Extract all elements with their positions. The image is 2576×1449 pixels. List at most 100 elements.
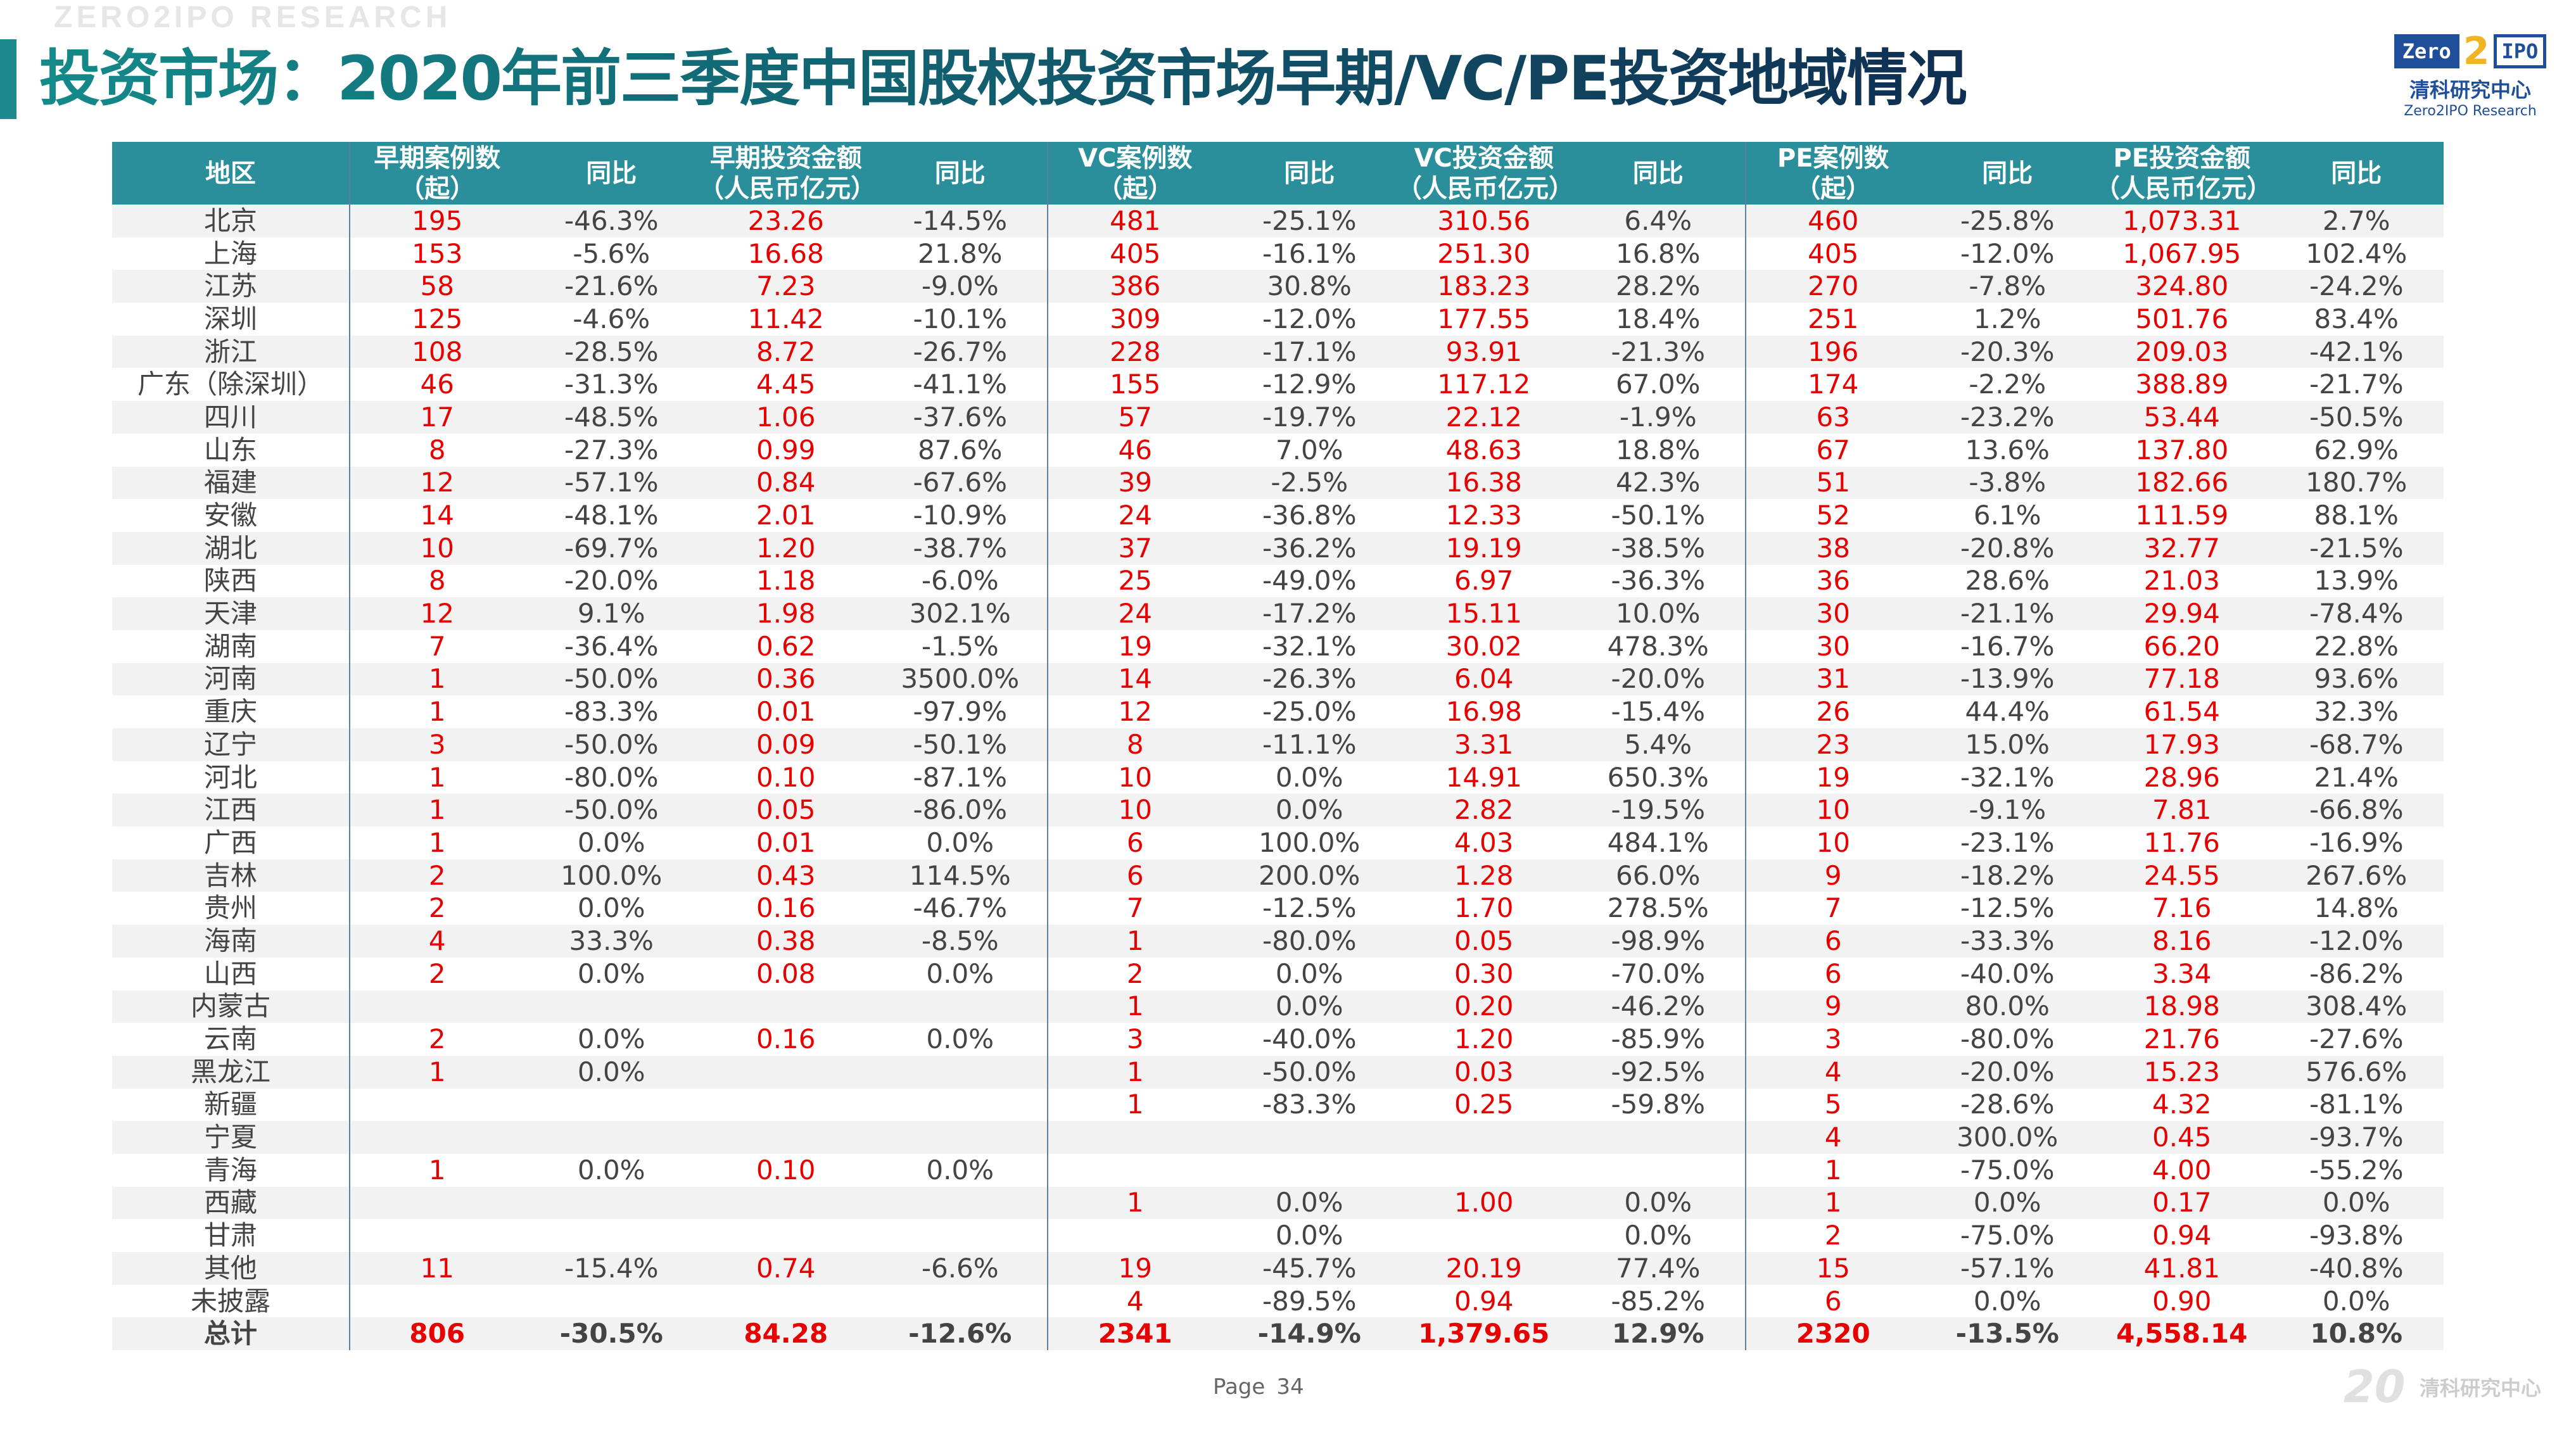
value-cell: 17.93 [2095, 728, 2269, 761]
value-cell: 4 [1745, 1055, 1920, 1089]
value-cell: -81.1% [2309, 1089, 2404, 1120]
value-cell: -89.5% [1262, 1285, 1357, 1317]
value-cell: -4.6% [573, 303, 650, 334]
value-cell: 6 [1745, 957, 1920, 990]
value-cell: 196 [1745, 335, 1920, 369]
value-cell: -55.2% [2309, 1154, 2404, 1186]
value-cell: 501.76 [2135, 303, 2229, 334]
value-cell [1397, 1121, 1571, 1154]
value-cell: 7.16 [2152, 892, 2212, 924]
value-cell: -17.2% [1222, 597, 1397, 630]
value-cell: -19.5% [1571, 794, 1746, 827]
region-cell: 海南 [112, 925, 350, 958]
value-cell: -25.0% [1262, 696, 1357, 728]
value-cell [524, 1089, 699, 1122]
value-cell: -6.6% [873, 1252, 1048, 1285]
value-cell: -20.0% [564, 565, 659, 597]
value-cell: 0.10 [756, 761, 816, 793]
zero2ipo-logo: Zero 2 IPO 清科研究中心 Zero2IPO Research [2369, 29, 2572, 120]
value-cell: -37.6% [873, 401, 1048, 434]
value-cell: -78.4% [2269, 597, 2444, 630]
value-cell: 0.0% [1275, 761, 1343, 793]
value-cell: -36.4% [564, 630, 659, 662]
value-cell: -50.1% [1611, 500, 1706, 531]
value-cell: 21.8% [918, 237, 1003, 269]
value-cell: 7 [1047, 892, 1222, 925]
value-cell: -6.0% [921, 565, 999, 597]
value-cell: -25.1% [1222, 205, 1397, 237]
value-cell: 0.0% [577, 1023, 645, 1055]
value-cell: 30.02 [1445, 630, 1522, 662]
value-cell [1222, 1154, 1397, 1187]
table-row: 四川 17 -48.5% 1.06 -37.6% 57 -19.7% 22.12 -1.9% 63… [112, 401, 2444, 434]
value-cell: -80.0% [1222, 925, 1397, 958]
value-cell: 183.23 [1397, 270, 1571, 303]
value-cell: 12 [349, 597, 524, 630]
value-cell [1571, 1121, 1746, 1154]
value-cell: 0.09 [699, 728, 873, 761]
value-cell: 25 [1047, 564, 1222, 598]
value-cell [699, 1089, 873, 1122]
value-cell: 0.0% [1624, 1220, 1692, 1251]
value-cell: -12.6% [873, 1317, 1048, 1351]
value-cell: 117.12 [1437, 369, 1531, 400]
value-cell: 10 [1745, 794, 1920, 827]
value-cell [873, 990, 1048, 1023]
value-cell: 0.16 [756, 892, 816, 924]
value-cell: 6 [1047, 826, 1222, 859]
value-cell: 84.28 [699, 1317, 873, 1351]
value-cell: 0.0% [926, 958, 994, 989]
column-header: 同比 [1222, 142, 1397, 205]
region-cell: 新疆 [203, 1089, 257, 1120]
region-cell: 总计 [112, 1317, 350, 1351]
value-cell: -41.1% [913, 369, 1008, 400]
value-cell: 0.84 [699, 466, 873, 500]
value-cell: -85.9% [1611, 1023, 1706, 1055]
table-header-row: 地区 早期案例数（起） 同比 早期投资金额（人民币亿元） 同比 VC案例数（起） 同比 VC投… [112, 142, 2444, 205]
value-cell: -36.8% [1262, 500, 1357, 531]
value-cell: 4.03 [1454, 826, 1514, 858]
region-cell: 江西 [112, 794, 350, 827]
value-cell: 0.0% [926, 1023, 994, 1055]
value-cell: -12.5% [1960, 892, 2055, 924]
region-investment-table: 地区 早期案例数（起） 同比 早期投资金额（人民币亿元） 同比 VC案例数（起） 同比 VC投… [112, 142, 2444, 1351]
region-cell: 浙江 [112, 335, 350, 369]
value-cell: -2.5% [1222, 466, 1397, 500]
table-row: 上海 153 -5.6% 16.68 21.8% 405 -16.1% 251.30 16.8%… [112, 237, 2444, 270]
value-cell: 0.0% [2269, 1186, 2444, 1220]
value-cell: 31 [1745, 662, 1920, 696]
value-cell: -48.1% [564, 500, 659, 531]
value-cell: 386 [1047, 270, 1222, 303]
value-cell: 114.5% [873, 859, 1048, 892]
region-cell: 青海 [203, 1154, 257, 1186]
value-cell: 6 [1745, 1284, 1920, 1318]
value-cell: 0.17 [2095, 1186, 2269, 1220]
table-row: 云南 2 0.0% 0.16 0.0% 3 -40.0% 1.20 -85.9% 3 -80.0% 2… [112, 1023, 2444, 1056]
value-cell: -50.5% [2269, 401, 2444, 434]
value-cell: -13.5% [1920, 1317, 2095, 1351]
table-row: 山东 8 -27.3% 0.99 87.6% 46 7.0% 48.63 18.8% 67 13.6… [112, 433, 2444, 467]
value-cell: -12.0% [1960, 237, 2055, 269]
value-cell: 15.23 [2095, 1055, 2269, 1089]
value-cell: 36 [1745, 564, 1920, 598]
value-cell: -32.1% [1262, 630, 1357, 662]
value-cell: -45.7% [1222, 1252, 1397, 1285]
value-cell: -8.5% [873, 925, 1048, 958]
value-cell: 21.76 [2143, 1023, 2220, 1055]
value-cell [1397, 1154, 1571, 1187]
value-cell: 478.3% [1607, 630, 1709, 662]
value-cell: 88.1% [2314, 500, 2399, 531]
value-cell: -20.0% [1920, 1055, 2095, 1089]
value-cell: 4 [349, 925, 524, 958]
value-cell: 11.76 [2143, 826, 2220, 858]
anniversary-logo: 20 [2344, 1361, 2406, 1413]
value-cell: 300.0% [1920, 1121, 2095, 1154]
region-cell: 湖南 [203, 630, 257, 662]
value-cell: -40.0% [1960, 958, 2055, 989]
table-row: 黑龙江 1 0.0% 1 -50.0% 0.03 -92.5% 4 -20.0% 15.23 576… [112, 1055, 2444, 1089]
value-cell [873, 1121, 1048, 1154]
value-cell: 15 [1745, 1252, 1920, 1285]
logo-two: 2 [2463, 29, 2490, 73]
value-cell: 19 [1047, 1252, 1222, 1285]
value-cell: 278.5% [1607, 892, 1709, 924]
